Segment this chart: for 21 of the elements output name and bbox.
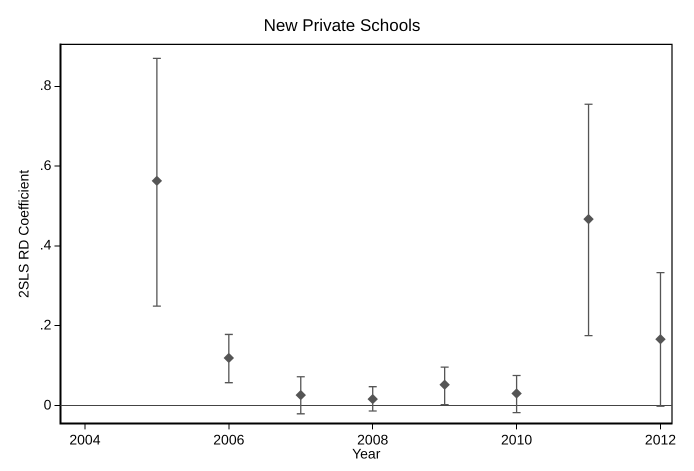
y-tick-label: 0: [44, 396, 52, 412]
point: [655, 334, 666, 344]
point: [440, 380, 450, 390]
x-tick-label: 2006: [213, 432, 245, 448]
y-tick-label: .2: [40, 316, 52, 333]
point: [152, 176, 162, 186]
y-axis-title: 2SLS RD Coefficient: [15, 170, 32, 298]
x-axis-title: Year: [352, 445, 381, 462]
point: [224, 352, 234, 363]
chart-title: New Private Schools: [264, 16, 420, 35]
y-tick-label: .4: [40, 236, 52, 253]
point: [368, 394, 378, 404]
x-tick-label: 2012: [644, 432, 676, 448]
x-tick-label: 2008: [357, 432, 388, 448]
point: [512, 388, 522, 398]
y-tick-label: .8: [40, 77, 52, 94]
x-tick-label: 2010: [501, 432, 532, 448]
x-tick-label: 2004: [69, 432, 101, 448]
point: [296, 390, 306, 400]
y-tick-label: .6: [40, 156, 52, 173]
point: [584, 214, 594, 224]
